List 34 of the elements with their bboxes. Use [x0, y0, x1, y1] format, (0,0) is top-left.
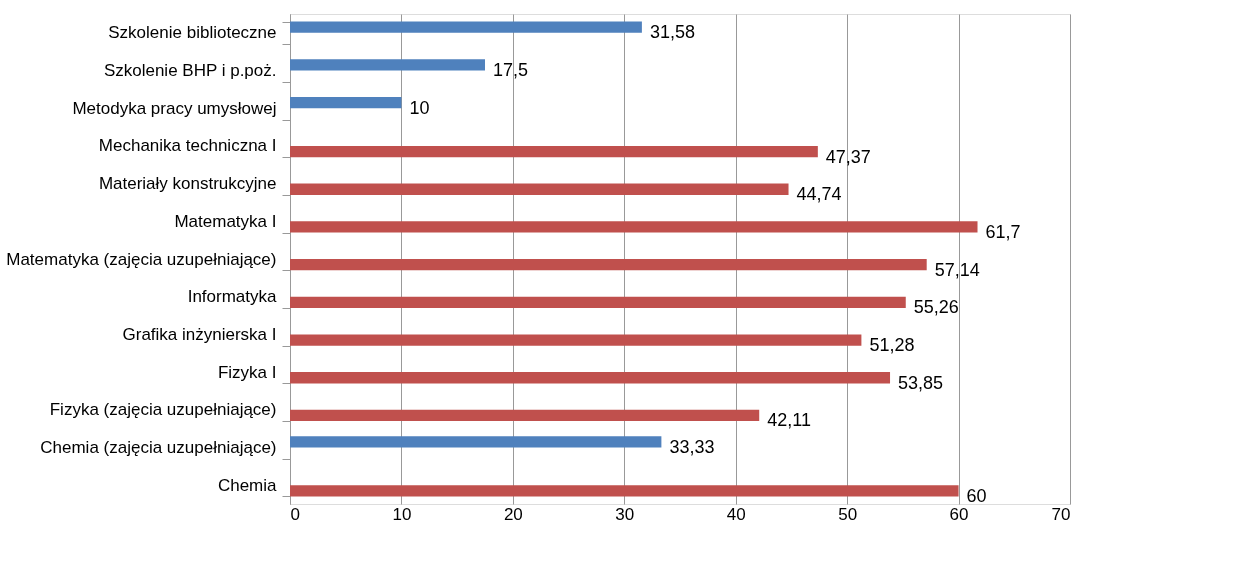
data-label: 57,14: [934, 259, 980, 280]
y-tick-label: Matematyka (zajęcia uzupełniające): [6, 249, 277, 269]
data-label: 17,5: [493, 59, 529, 80]
y-tick-label: Informatyka: [187, 287, 278, 307]
x-tick-label: 0: [290, 504, 300, 524]
y-tick-label: Fizyka I: [217, 362, 277, 382]
y-tick-label: Mechanika techniczna I: [98, 136, 277, 156]
x-tick-label: 70: [1051, 504, 1071, 524]
y-tick-label: Szkolenie biblioteczne: [108, 23, 277, 43]
data-label: 33,33: [669, 436, 715, 457]
y-tick-label: Grafika inżynierska I: [122, 324, 277, 344]
data-label: 31,58: [649, 22, 695, 43]
data-label: 51,28: [869, 335, 915, 356]
data-label: 42,11: [767, 410, 811, 431]
x-tick-label: 20: [503, 504, 523, 524]
data-label: 10: [409, 97, 430, 118]
y-tick-label: Metodyka pracy umysłowej: [72, 98, 277, 118]
data-label: 61,7: [985, 221, 1021, 242]
x-tick-label: 60: [949, 504, 969, 524]
data-label: 55,26: [913, 297, 959, 318]
x-tick-label: 10: [392, 504, 412, 524]
y-tick-label: Matematyka I: [174, 211, 277, 231]
y-tick-label: Materiały konstrukcyjne: [98, 174, 277, 194]
x-tick-label: 40: [726, 504, 746, 524]
data-label: 44,74: [796, 184, 842, 205]
y-tick-label: Fizyka (zajęcia uzupełniające): [49, 400, 277, 420]
data-label: 53,85: [898, 372, 944, 393]
x-tick-label: 30: [615, 504, 635, 524]
y-tick-label: Chemia (zajęcia uzupełniające): [40, 437, 277, 457]
y-tick-label: Szkolenie BHP i p.poż.: [103, 61, 277, 81]
data-label: 47,37: [825, 146, 871, 167]
x-tick-label: 50: [838, 504, 858, 524]
y-tick-label: Chemia: [217, 475, 278, 495]
data-label: 60: [966, 485, 987, 506]
